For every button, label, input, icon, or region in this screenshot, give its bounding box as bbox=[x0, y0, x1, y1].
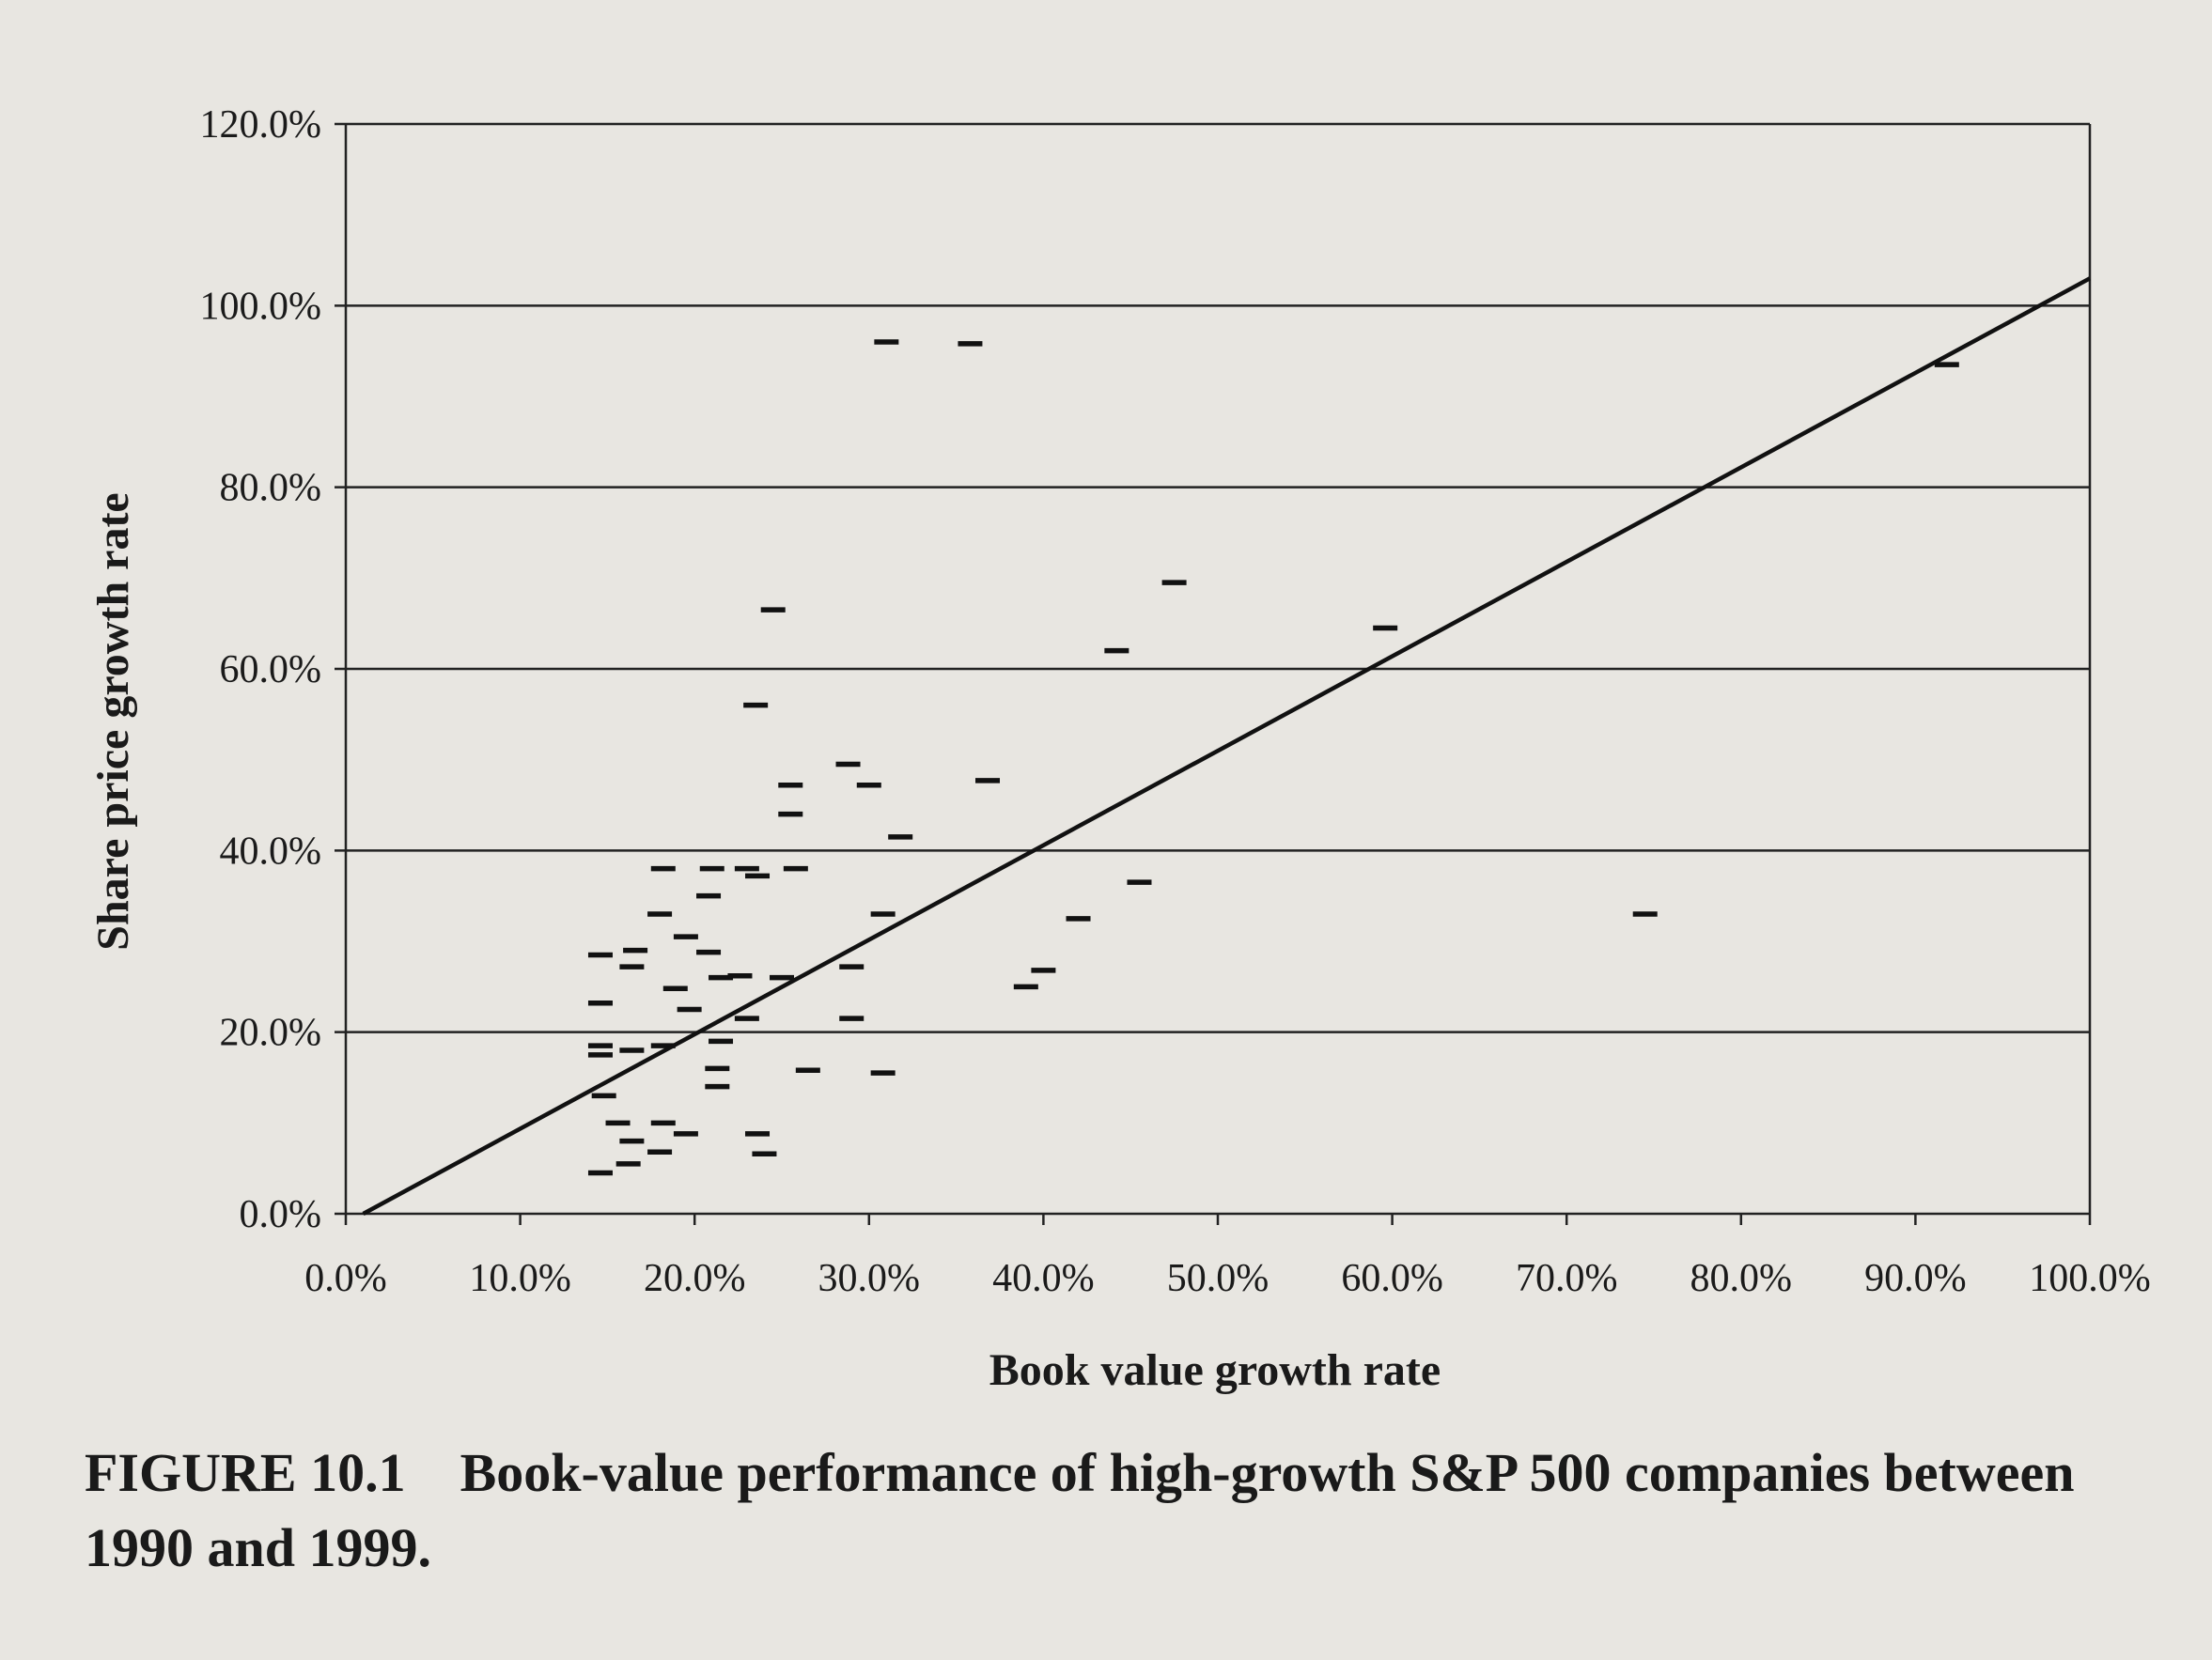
x-axis-label: Book value growth rate bbox=[989, 1345, 1441, 1395]
gridlines bbox=[335, 122, 2090, 1216]
regression-line-group bbox=[362, 276, 2092, 1216]
x-tick-label: 80.0% bbox=[1690, 1257, 1793, 1300]
plot-frame bbox=[344, 124, 2092, 1214]
x-tick-label: 60.0% bbox=[1341, 1257, 1443, 1300]
y-axis-ticks: 0.0% 20.0% 40.0% 60.0% 80.0% 100.0% 120.0% bbox=[200, 103, 322, 1236]
y-tick-label: 40.0% bbox=[220, 830, 322, 873]
y-tick-label: 20.0% bbox=[220, 1012, 322, 1055]
x-tick-label: 100.0% bbox=[2029, 1257, 2151, 1300]
y-axis-label: Share price growth rate bbox=[88, 492, 138, 950]
x-tick-label: 0.0% bbox=[304, 1257, 387, 1300]
data-points bbox=[587, 339, 1959, 1176]
regression-line bbox=[362, 276, 2092, 1216]
y-tick-label: 100.0% bbox=[200, 285, 322, 328]
x-tick-label: 10.0% bbox=[469, 1257, 571, 1300]
caption-text: Book-value performance of high-growth S&… bbox=[85, 1442, 2075, 1578]
x-tick-label: 50.0% bbox=[1167, 1257, 1270, 1300]
x-tick-label: 20.0% bbox=[644, 1257, 746, 1300]
x-axis-ticks: 0.0% 10.0% 20.0% 30.0% 40.0% 50.0% 60.0% 70.0% 8… bbox=[304, 1214, 2151, 1300]
x-tick-label: 90.0% bbox=[1864, 1257, 1967, 1300]
x-tick-label: 40.0% bbox=[992, 1257, 1095, 1300]
y-tick-label: 0.0% bbox=[240, 1193, 322, 1236]
figure-caption: FIGURE 10.1 Book-value performance of hig… bbox=[85, 1435, 2171, 1586]
x-tick-label: 70.0% bbox=[1516, 1257, 1618, 1300]
y-tick-label: 80.0% bbox=[220, 467, 322, 510]
figure-number: FIGURE 10.1 bbox=[85, 1442, 406, 1503]
y-tick-label: 120.0% bbox=[200, 103, 322, 147]
y-tick-label: 60.0% bbox=[220, 648, 322, 691]
x-tick-label: 30.0% bbox=[818, 1257, 921, 1300]
